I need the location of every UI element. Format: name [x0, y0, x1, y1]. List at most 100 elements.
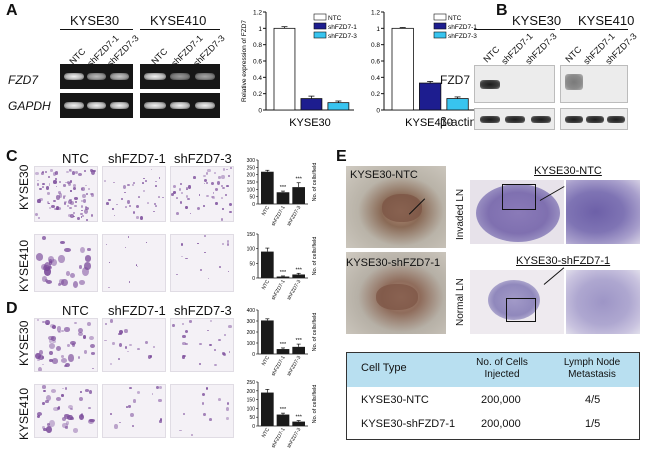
legend-swatch [433, 31, 447, 39]
stained-cell [221, 207, 225, 211]
stained-cell [203, 235, 206, 237]
histology-lowmag-sh1 [470, 270, 564, 334]
stained-cell [48, 206, 51, 209]
y-tick-label: 150 [247, 232, 256, 238]
lane-label: NTC [563, 44, 584, 65]
significance-marker: *** [280, 342, 287, 348]
stained-cell [85, 207, 90, 211]
row-label-kyse410: KYSE410 [17, 387, 31, 440]
stained-cell [50, 169, 53, 172]
stained-cell [188, 320, 193, 324]
stained-cell [77, 216, 80, 221]
stained-cell [47, 192, 51, 196]
stained-cell [135, 205, 139, 209]
stained-cell [51, 340, 57, 344]
stained-cell [126, 200, 130, 204]
stained-cell [48, 335, 54, 341]
y-tick-label: 100 [247, 247, 256, 253]
y-tick-label: 150 [247, 180, 256, 186]
stained-cell [89, 344, 95, 349]
stained-cell [151, 393, 154, 395]
stained-cell [205, 387, 208, 390]
y-tick-label: 0.8 [371, 42, 380, 49]
stained-cell [214, 172, 217, 175]
stained-cell [64, 201, 67, 203]
histo-side-label-invaded: Invaded LN [455, 188, 466, 240]
stained-cell [41, 385, 46, 389]
stained-cell [67, 199, 72, 204]
stained-cell [109, 412, 113, 415]
stained-cell [176, 273, 178, 276]
stained-cell [50, 324, 55, 329]
panel-label-a: A [6, 2, 18, 19]
stained-cell [35, 213, 39, 217]
stained-cell [37, 183, 40, 186]
stained-cell [113, 181, 115, 184]
micrograph [170, 318, 234, 372]
stained-cell [73, 187, 76, 191]
stained-cell [72, 343, 76, 348]
stained-cell [186, 195, 189, 198]
table-cell: KYSE30-NTC [361, 394, 429, 406]
stained-cell [178, 187, 182, 192]
table-cell: KYSE30-shFZD7-1 [361, 418, 456, 430]
invasion-chart-kyse410: 0 50 100 150 200 250 No. of cells/field NTC *** s… [247, 380, 318, 449]
y-tick-label: 1 [376, 26, 380, 33]
stained-cell [120, 198, 123, 201]
stained-cell [208, 418, 213, 422]
stained-cell [70, 416, 74, 420]
stained-cell [73, 215, 75, 218]
stained-cell [46, 200, 50, 204]
x-tick-label: shFZD7-3 [286, 205, 302, 227]
stained-cell [60, 357, 67, 363]
stained-cell [80, 246, 86, 253]
y-tick-label: 300 [247, 319, 256, 325]
stained-cell [193, 176, 196, 180]
stained-cell [73, 196, 78, 200]
y-tick-label: 100 [247, 406, 256, 412]
y-tick-label: 250 [247, 380, 256, 386]
stained-cell [136, 266, 139, 267]
stained-cell [62, 423, 68, 428]
panel-label-e: E [336, 148, 347, 165]
stained-cell [132, 425, 134, 427]
panel-label-c: C [6, 148, 18, 165]
stained-cell [124, 206, 127, 208]
stained-cell [202, 393, 206, 397]
gel-fzd7-kyse410 [140, 64, 220, 89]
col-title-ntc: NTC [62, 151, 89, 166]
y-tick-label: 200 [247, 173, 256, 179]
stained-cell [225, 193, 228, 196]
gel-title-kyse410: KYSE410 [150, 13, 207, 28]
stained-cell [203, 412, 207, 417]
stained-cell [132, 210, 136, 214]
bar [446, 98, 469, 111]
y-tick-label: 50 [249, 195, 255, 201]
x-tick-label: shFZD7-3 [286, 355, 302, 377]
stained-cell [221, 218, 224, 221]
bar [327, 102, 350, 111]
bar [292, 187, 305, 204]
stained-cell [207, 168, 211, 172]
stained-cell [158, 419, 163, 423]
stained-cell [226, 168, 229, 171]
stained-cell [137, 347, 140, 350]
stained-cell [196, 207, 201, 211]
stained-cell [47, 255, 55, 263]
y-tick-label: 1 [258, 26, 262, 33]
stained-cell [153, 202, 156, 205]
stained-cell [108, 198, 111, 201]
stained-cell [91, 367, 95, 370]
stained-cell [36, 319, 39, 321]
wb-actin-kyse30 [474, 108, 555, 130]
stained-cell [48, 203, 50, 205]
stained-cell [207, 329, 209, 331]
stained-cell [104, 322, 107, 326]
stained-cell [62, 416, 67, 421]
stained-cell [42, 426, 45, 430]
significance-marker: *** [280, 407, 287, 413]
legend-label: NTC [328, 15, 342, 22]
table-cell: 4/5 [585, 394, 601, 406]
histology-lowmag-ntc [470, 180, 564, 244]
bar [300, 98, 323, 111]
